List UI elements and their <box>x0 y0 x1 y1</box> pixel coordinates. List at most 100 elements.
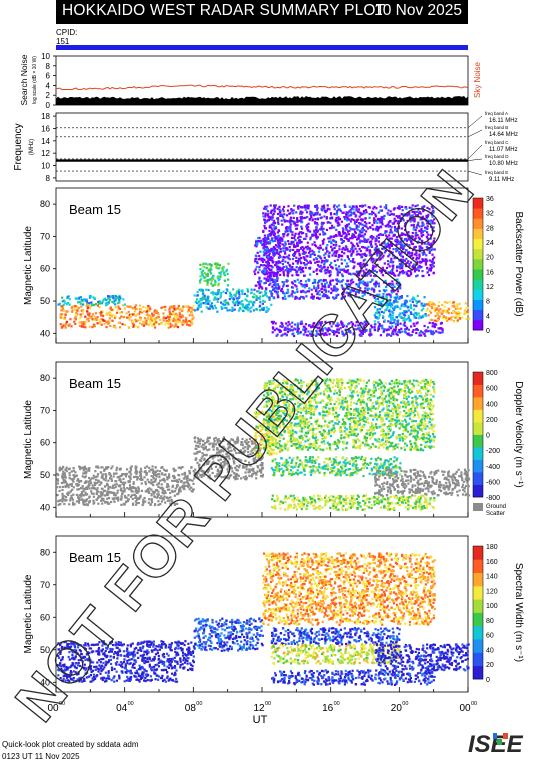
velocity-echo-cell <box>68 503 71 506</box>
power-echo-cell <box>292 252 296 255</box>
power-echo-cell <box>379 205 382 208</box>
velocity-echo-cell <box>111 484 115 487</box>
velocity-echo-cell <box>100 487 103 490</box>
power-echo-cell <box>281 237 284 240</box>
power-echo-cell <box>88 307 91 310</box>
power-echo-cell <box>387 293 391 296</box>
velocity-echo-cell <box>122 477 125 480</box>
power-echo-cell <box>340 254 343 257</box>
power-echo-cell <box>285 247 288 250</box>
power-echo-cell <box>409 299 412 302</box>
power-echo-cell <box>282 247 285 250</box>
power-echo-cell <box>390 272 393 275</box>
power-echo-cell <box>206 263 209 266</box>
power-echo-cell <box>359 270 362 273</box>
power-echo-cell <box>433 319 436 322</box>
velocity-echo-cell <box>136 478 139 481</box>
power-echo-cell <box>100 311 103 314</box>
power-echo-cell <box>347 323 350 326</box>
velocity-echo-cell <box>78 481 81 484</box>
power-echo-cell <box>61 300 64 303</box>
velocity-echo-cell <box>163 473 166 477</box>
velocity-echo-cell <box>72 486 75 489</box>
power-echo-cell <box>282 333 285 336</box>
power-echo-cell <box>158 318 162 321</box>
power-echo-cell <box>271 322 274 325</box>
power-echo-cell <box>312 325 315 328</box>
power-echo-cell <box>423 304 427 307</box>
velocity-echo-cell <box>193 440 197 443</box>
velocity-echo-cell <box>123 488 126 491</box>
power-echo-cell <box>336 209 339 213</box>
power-echo-cell <box>309 238 312 241</box>
power-echo-cell <box>433 237 436 240</box>
power-echo-cell <box>382 281 386 284</box>
power-echo-cell <box>394 300 397 303</box>
power-echo-cell <box>267 263 270 266</box>
power-echo-cell <box>407 235 410 238</box>
power-echo-cell <box>314 232 317 235</box>
power-echo-cell <box>277 229 281 233</box>
power-echo-cell <box>353 261 356 264</box>
power-echo-cell <box>360 281 363 284</box>
power-echo-cell <box>318 213 321 216</box>
power-echo-cell <box>175 319 178 322</box>
power-echo-cell <box>169 312 172 315</box>
power-echo-cell <box>262 307 265 310</box>
power-echo-cell <box>345 228 348 232</box>
power-echo-cell <box>84 326 87 329</box>
velocity-echo-cell <box>59 486 62 489</box>
noise-ytick-label: 6 <box>46 72 51 81</box>
power-echo-cell <box>314 243 317 247</box>
power-echo-cell <box>186 320 189 324</box>
power-echo-cell <box>367 322 370 325</box>
freq-band-name: freq band C <box>485 140 509 145</box>
power-echo-cell <box>308 251 311 254</box>
power-echo-cell <box>329 264 332 267</box>
power-echo-cell <box>134 310 137 313</box>
power-echo-cell <box>304 266 307 269</box>
power-echo-cell <box>88 314 91 317</box>
power-echo-cell <box>228 298 231 301</box>
power-echo-cell <box>257 271 260 274</box>
velocity-echo-cell <box>161 486 164 489</box>
velocity-echo-cell <box>101 502 104 505</box>
power-echo-cell <box>459 307 462 310</box>
power-echo-cell <box>345 233 348 236</box>
power-echo-cell <box>316 236 319 239</box>
power-echo-cell <box>382 311 385 314</box>
power-echo-cell <box>281 259 284 263</box>
velocity-echo-cell <box>137 501 140 505</box>
power-echo-cell <box>327 271 330 274</box>
power-echo-cell <box>120 311 124 314</box>
power-echo-cell <box>313 287 316 290</box>
power-echo-cell <box>162 317 165 320</box>
power-echo-cell <box>359 287 362 290</box>
power-echo-cell <box>401 267 404 270</box>
power-echo-cell <box>398 282 401 285</box>
power-echo-cell <box>396 206 399 210</box>
power-echo-cell <box>341 325 344 328</box>
power-echo-cell <box>368 333 371 336</box>
power-echo-cell <box>248 301 251 304</box>
velocity-echo-cell <box>88 487 91 490</box>
power-echo-cell <box>112 325 115 329</box>
power-echo-cell <box>274 272 277 275</box>
power-echo-cell <box>464 302 467 305</box>
power-echo-cell <box>218 277 221 280</box>
power-echo-cell <box>274 264 277 267</box>
power-echo-cell <box>263 282 266 285</box>
power-echo-cell <box>275 290 278 293</box>
power-echo-cell <box>312 297 315 300</box>
power-echo-cell <box>405 207 408 210</box>
power-echo-cell <box>137 326 140 329</box>
power-echo-cell <box>318 269 321 272</box>
power-echo-cell <box>218 271 221 275</box>
power-echo-cell <box>147 315 150 318</box>
power-echo-cell <box>237 301 240 304</box>
power-echo-cell <box>166 321 169 324</box>
power-echo-cell <box>167 326 170 329</box>
power-echo-cell <box>211 284 214 287</box>
power-echo-cell <box>265 269 268 273</box>
